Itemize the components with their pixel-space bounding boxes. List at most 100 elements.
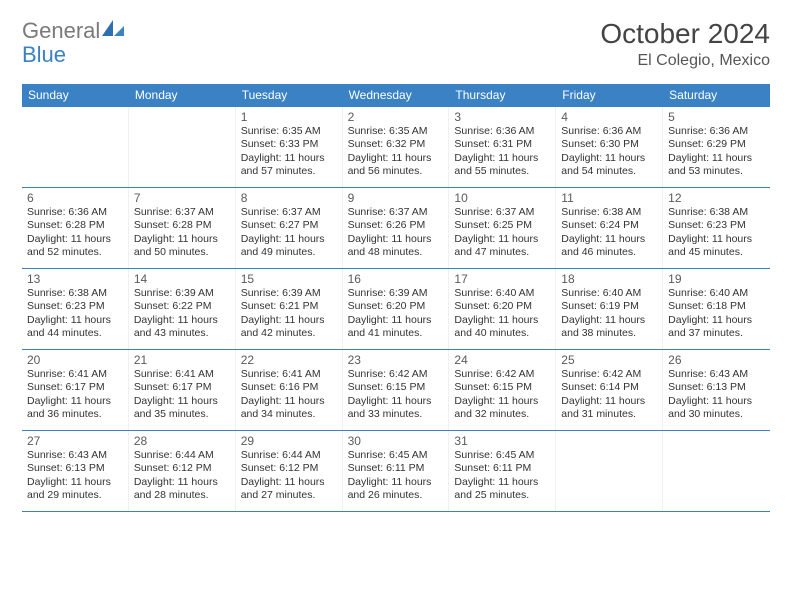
calendar-day-cell: 13Sunrise: 6:38 AMSunset: 6:23 PMDayligh…	[22, 269, 129, 349]
day-number: 7	[134, 191, 230, 205]
sunset-line: Sunset: 6:23 PM	[27, 300, 123, 313]
sunset-line: Sunset: 6:11 PM	[454, 462, 550, 475]
day-number: 31	[454, 434, 550, 448]
day-info: Sunrise: 6:43 AMSunset: 6:13 PMDaylight:…	[27, 449, 123, 503]
sunrise-line: Sunrise: 6:36 AM	[561, 125, 657, 138]
calendar-day-cell: 4Sunrise: 6:36 AMSunset: 6:30 PMDaylight…	[556, 107, 663, 187]
calendar-day-cell: 17Sunrise: 6:40 AMSunset: 6:20 PMDayligh…	[449, 269, 556, 349]
day-number: 22	[241, 353, 337, 367]
day-number: 30	[348, 434, 444, 448]
sunset-line: Sunset: 6:27 PM	[241, 219, 337, 232]
weekday-label: Wednesday	[343, 84, 450, 107]
calendar-empty-cell	[22, 107, 129, 187]
day-number: 23	[348, 353, 444, 367]
sunrise-line: Sunrise: 6:40 AM	[561, 287, 657, 300]
day-number: 25	[561, 353, 657, 367]
sunrise-line: Sunrise: 6:39 AM	[241, 287, 337, 300]
sunset-line: Sunset: 6:17 PM	[134, 381, 230, 394]
sunrise-line: Sunrise: 6:38 AM	[27, 287, 123, 300]
daylight-line: Daylight: 11 hours and 32 minutes.	[454, 395, 550, 422]
brand-logo: General	[22, 18, 126, 44]
sunset-line: Sunset: 6:22 PM	[134, 300, 230, 313]
sunrise-line: Sunrise: 6:38 AM	[668, 206, 765, 219]
daylight-line: Daylight: 11 hours and 43 minutes.	[134, 314, 230, 341]
daylight-line: Daylight: 11 hours and 29 minutes.	[27, 476, 123, 503]
brand-name-part2-wrap: Blue	[22, 42, 66, 68]
calendar-day-cell: 30Sunrise: 6:45 AMSunset: 6:11 PMDayligh…	[343, 431, 450, 511]
daylight-line: Daylight: 11 hours and 27 minutes.	[241, 476, 337, 503]
day-info: Sunrise: 6:36 AMSunset: 6:29 PMDaylight:…	[668, 125, 765, 179]
day-number: 4	[561, 110, 657, 124]
title-block: October 2024 El Colegio, Mexico	[600, 18, 770, 70]
calendar-day-cell: 20Sunrise: 6:41 AMSunset: 6:17 PMDayligh…	[22, 350, 129, 430]
day-number: 8	[241, 191, 337, 205]
calendar-week: 1Sunrise: 6:35 AMSunset: 6:33 PMDaylight…	[22, 107, 770, 188]
day-info: Sunrise: 6:45 AMSunset: 6:11 PMDaylight:…	[348, 449, 444, 503]
daylight-line: Daylight: 11 hours and 38 minutes.	[561, 314, 657, 341]
calendar-day-cell: 3Sunrise: 6:36 AMSunset: 6:31 PMDaylight…	[449, 107, 556, 187]
daylight-line: Daylight: 11 hours and 37 minutes.	[668, 314, 765, 341]
sunrise-line: Sunrise: 6:39 AM	[348, 287, 444, 300]
sunrise-line: Sunrise: 6:35 AM	[348, 125, 444, 138]
day-info: Sunrise: 6:39 AMSunset: 6:20 PMDaylight:…	[348, 287, 444, 341]
day-number: 28	[134, 434, 230, 448]
daylight-line: Daylight: 11 hours and 26 minutes.	[348, 476, 444, 503]
daylight-line: Daylight: 11 hours and 50 minutes.	[134, 233, 230, 260]
daylight-line: Daylight: 11 hours and 34 minutes.	[241, 395, 337, 422]
daylight-line: Daylight: 11 hours and 56 minutes.	[348, 152, 444, 179]
daylight-line: Daylight: 11 hours and 33 minutes.	[348, 395, 444, 422]
sunset-line: Sunset: 6:28 PM	[27, 219, 123, 232]
sunrise-line: Sunrise: 6:45 AM	[454, 449, 550, 462]
sunrise-line: Sunrise: 6:41 AM	[27, 368, 123, 381]
calendar-day-cell: 26Sunrise: 6:43 AMSunset: 6:13 PMDayligh…	[663, 350, 770, 430]
daylight-line: Daylight: 11 hours and 45 minutes.	[668, 233, 765, 260]
calendar-day-cell: 10Sunrise: 6:37 AMSunset: 6:25 PMDayligh…	[449, 188, 556, 268]
calendar-day-cell: 6Sunrise: 6:36 AMSunset: 6:28 PMDaylight…	[22, 188, 129, 268]
day-number: 10	[454, 191, 550, 205]
sunset-line: Sunset: 6:15 PM	[348, 381, 444, 394]
daylight-line: Daylight: 11 hours and 46 minutes.	[561, 233, 657, 260]
day-number: 18	[561, 272, 657, 286]
calendar-empty-cell	[129, 107, 236, 187]
daylight-line: Daylight: 11 hours and 41 minutes.	[348, 314, 444, 341]
sunrise-line: Sunrise: 6:38 AM	[561, 206, 657, 219]
day-info: Sunrise: 6:39 AMSunset: 6:22 PMDaylight:…	[134, 287, 230, 341]
day-number: 12	[668, 191, 765, 205]
sunrise-line: Sunrise: 6:41 AM	[134, 368, 230, 381]
sunrise-line: Sunrise: 6:43 AM	[668, 368, 765, 381]
calendar-day-cell: 28Sunrise: 6:44 AMSunset: 6:12 PMDayligh…	[129, 431, 236, 511]
location-label: El Colegio, Mexico	[600, 52, 770, 70]
sunset-line: Sunset: 6:20 PM	[454, 300, 550, 313]
sunrise-line: Sunrise: 6:42 AM	[348, 368, 444, 381]
weekday-label: Sunday	[22, 84, 129, 107]
sunrise-line: Sunrise: 6:37 AM	[348, 206, 444, 219]
sunset-line: Sunset: 6:32 PM	[348, 138, 444, 151]
sunset-line: Sunset: 6:31 PM	[454, 138, 550, 151]
sunset-line: Sunset: 6:13 PM	[668, 381, 765, 394]
sunrise-line: Sunrise: 6:40 AM	[454, 287, 550, 300]
calendar-day-cell: 27Sunrise: 6:43 AMSunset: 6:13 PMDayligh…	[22, 431, 129, 511]
sunset-line: Sunset: 6:17 PM	[27, 381, 123, 394]
day-number: 2	[348, 110, 444, 124]
calendar-week: 27Sunrise: 6:43 AMSunset: 6:13 PMDayligh…	[22, 431, 770, 512]
day-info: Sunrise: 6:45 AMSunset: 6:11 PMDaylight:…	[454, 449, 550, 503]
day-number: 17	[454, 272, 550, 286]
day-info: Sunrise: 6:37 AMSunset: 6:26 PMDaylight:…	[348, 206, 444, 260]
sunset-line: Sunset: 6:14 PM	[561, 381, 657, 394]
calendar-empty-cell	[556, 431, 663, 511]
daylight-line: Daylight: 11 hours and 44 minutes.	[27, 314, 123, 341]
daylight-line: Daylight: 11 hours and 28 minutes.	[134, 476, 230, 503]
sunrise-line: Sunrise: 6:44 AM	[241, 449, 337, 462]
day-info: Sunrise: 6:41 AMSunset: 6:17 PMDaylight:…	[134, 368, 230, 422]
calendar-day-cell: 11Sunrise: 6:38 AMSunset: 6:24 PMDayligh…	[556, 188, 663, 268]
day-number: 27	[27, 434, 123, 448]
calendar-day-cell: 8Sunrise: 6:37 AMSunset: 6:27 PMDaylight…	[236, 188, 343, 268]
sunset-line: Sunset: 6:24 PM	[561, 219, 657, 232]
sunset-line: Sunset: 6:13 PM	[27, 462, 123, 475]
calendar: SundayMondayTuesdayWednesdayThursdayFrid…	[22, 84, 770, 512]
calendar-day-cell: 12Sunrise: 6:38 AMSunset: 6:23 PMDayligh…	[663, 188, 770, 268]
calendar-day-cell: 1Sunrise: 6:35 AMSunset: 6:33 PMDaylight…	[236, 107, 343, 187]
calendar-week: 13Sunrise: 6:38 AMSunset: 6:23 PMDayligh…	[22, 269, 770, 350]
daylight-line: Daylight: 11 hours and 47 minutes.	[454, 233, 550, 260]
day-number: 24	[454, 353, 550, 367]
